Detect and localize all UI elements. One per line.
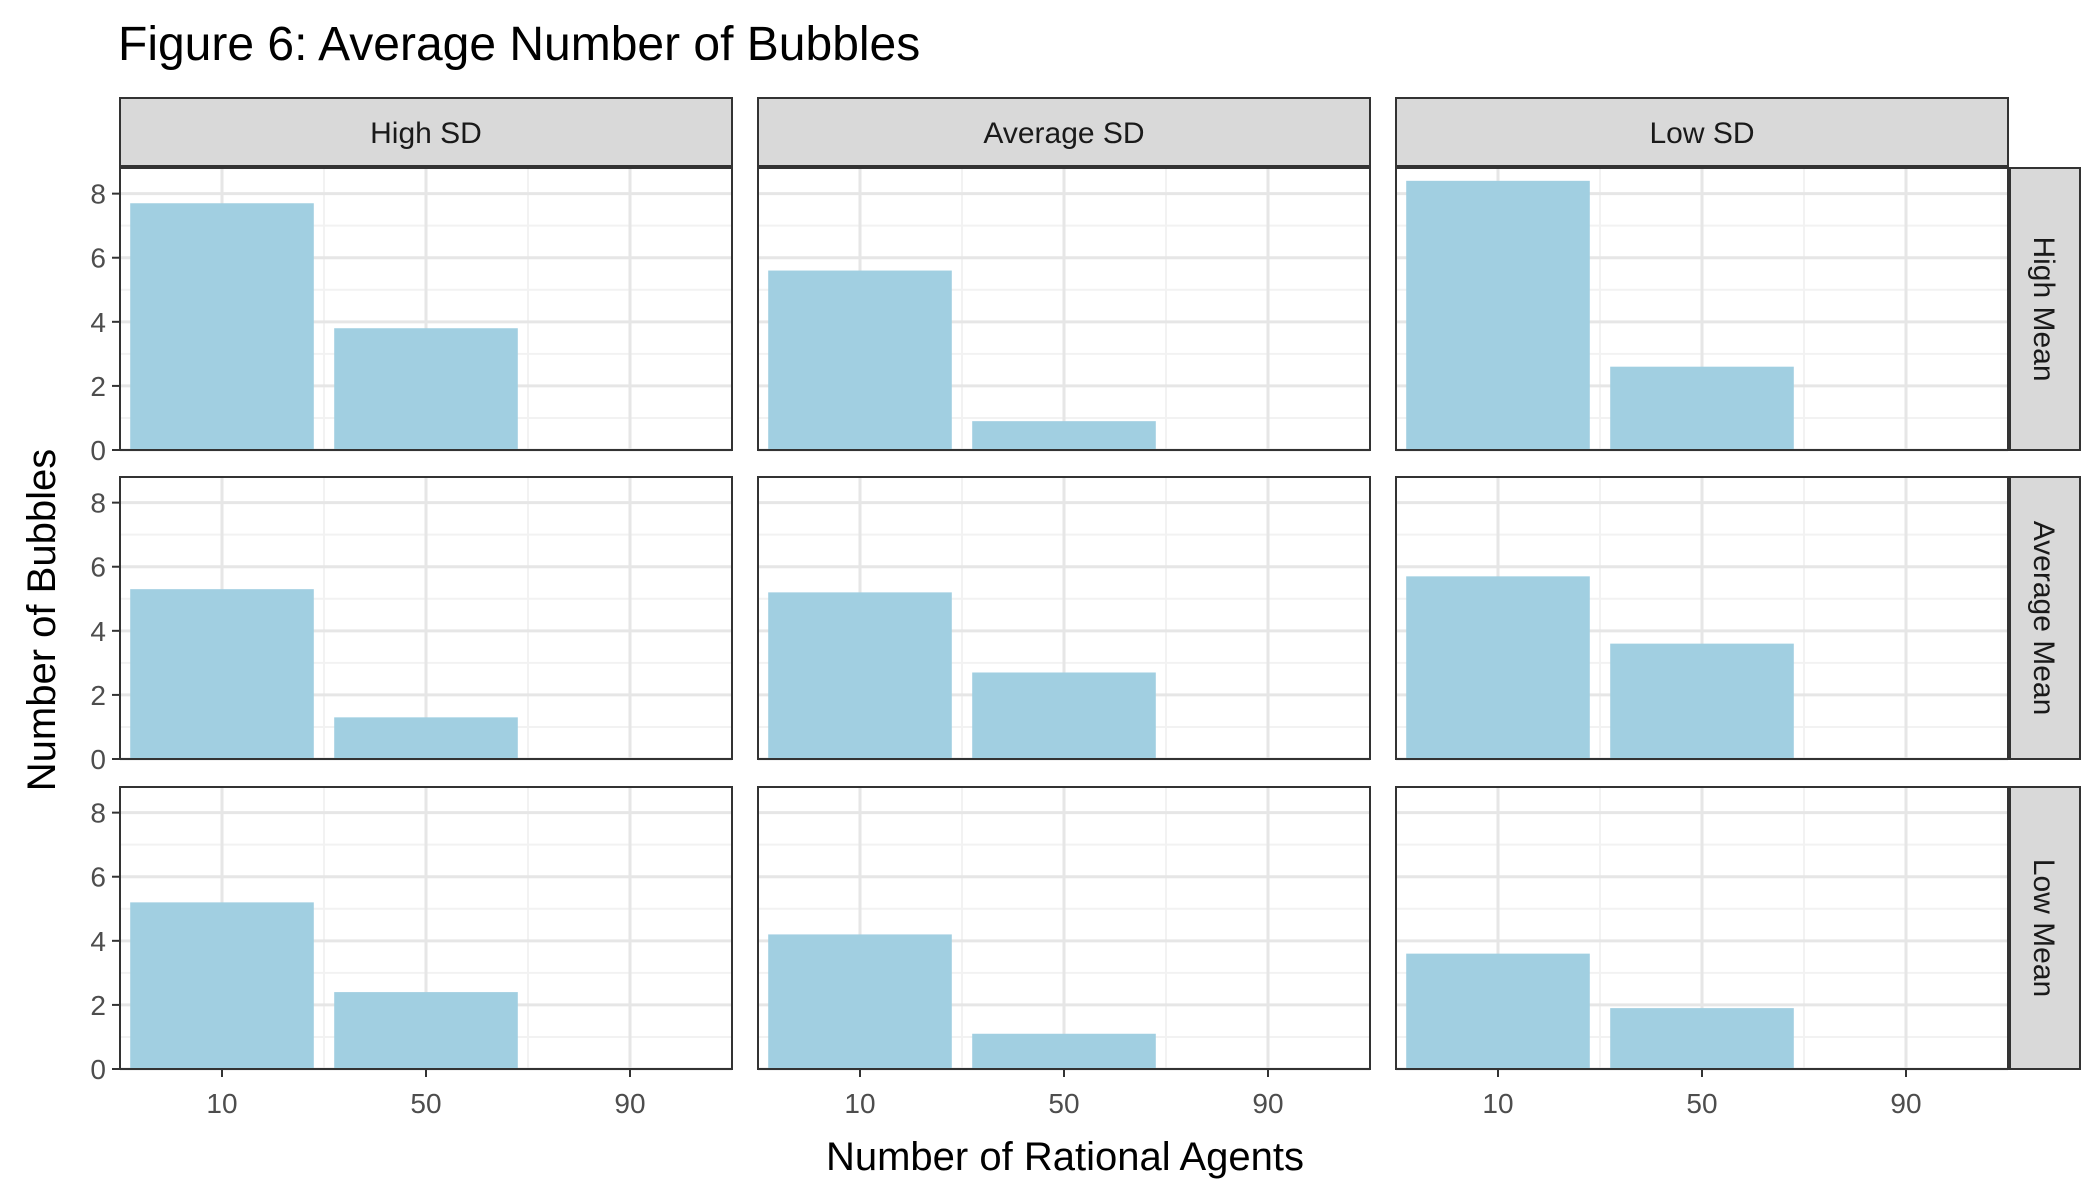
column-strip <box>757 97 1371 167</box>
column-strip-label: High SD <box>370 117 482 150</box>
y-tick-label: 6 <box>90 243 106 274</box>
bar <box>1406 576 1590 759</box>
y-tick-label: 8 <box>90 179 106 210</box>
y-tick-label: 0 <box>90 744 106 775</box>
bar <box>334 328 518 450</box>
bar <box>972 1033 1156 1069</box>
panel-2-1 <box>757 786 1371 1071</box>
panel-1-0 <box>119 476 733 761</box>
panel-1-2 <box>1395 476 2009 761</box>
y-tick-label: 4 <box>90 926 106 957</box>
y-tick-label: 8 <box>90 488 106 519</box>
row-strip <box>2009 476 2081 760</box>
y-axis-title: Number of Bubbles <box>20 449 64 791</box>
y-tick-label: 4 <box>90 307 106 338</box>
panel-border <box>119 476 733 760</box>
panel-border <box>757 167 1371 451</box>
bar <box>972 421 1156 450</box>
x-tick-label: 90 <box>1252 1088 1283 1119</box>
y-tick-label: 0 <box>90 1054 106 1085</box>
bar <box>1610 366 1794 450</box>
bar <box>1610 643 1794 759</box>
y-tick-label: 0 <box>90 435 106 466</box>
x-tick-label: 50 <box>1686 1088 1717 1119</box>
bar <box>1610 1008 1794 1069</box>
panel-2-2 <box>1395 786 2009 1071</box>
panel-border <box>119 167 733 451</box>
panel-border <box>1395 476 2009 760</box>
bar <box>1406 953 1590 1069</box>
x-tick-label: 90 <box>1890 1088 1921 1119</box>
row-strip-label: Low Mean <box>2027 859 2060 997</box>
column-strip-label: Average SD <box>983 117 1144 150</box>
axes-layer: 0 2 4 6 8 0 2 4 6 8 0 2 4 6 8 10 50 90 10 50 90 10 50 90 <box>90 179 1921 1119</box>
x-tick-label: 50 <box>410 1088 441 1119</box>
bar <box>1406 180 1590 450</box>
panel-0-0 <box>119 167 733 452</box>
bar <box>130 902 314 1069</box>
y-tick-label: 2 <box>90 680 106 711</box>
strips-layer: High SD Average SD Low SD High Mean Average … <box>119 97 2081 1070</box>
chart-title: Figure 6: Average Number of Bubbles <box>118 18 920 71</box>
x-tick-label: 90 <box>614 1088 645 1119</box>
row-strip-label: Average Mean <box>2027 521 2060 716</box>
column-strip <box>119 97 733 167</box>
bar <box>334 992 518 1069</box>
bar <box>768 592 952 759</box>
bar <box>334 717 518 759</box>
row-strip <box>2009 167 2081 451</box>
x-axis-title: Number of Rational Agents <box>826 1135 1304 1179</box>
x-tick-label: 10 <box>1482 1088 1513 1119</box>
column-strip <box>1395 97 2009 167</box>
y-tick-label: 4 <box>90 616 106 647</box>
bar <box>130 203 314 450</box>
y-tick-label: 6 <box>90 552 106 583</box>
panel-0-2 <box>1395 167 2009 452</box>
panel-border <box>1395 167 2009 451</box>
y-tick-label: 6 <box>90 862 106 893</box>
y-tick-label: 8 <box>90 798 106 829</box>
column-strip-label: Low SD <box>1649 117 1754 150</box>
bar <box>972 672 1156 759</box>
panels-layer <box>119 167 2009 1071</box>
x-tick-label: 10 <box>844 1088 875 1119</box>
bar <box>130 589 314 759</box>
panel-1-1 <box>757 476 1371 761</box>
y-tick-label: 2 <box>90 371 106 402</box>
bar <box>768 934 952 1069</box>
panel-2-0 <box>119 786 733 1071</box>
panel-0-1 <box>757 167 1371 452</box>
row-strip <box>2009 786 2081 1070</box>
y-tick-label: 2 <box>90 990 106 1021</box>
panel-border <box>757 476 1371 760</box>
x-tick-label: 10 <box>206 1088 237 1119</box>
x-tick-label: 50 <box>1048 1088 1079 1119</box>
bar <box>768 270 952 450</box>
row-strip-label: High Mean <box>2027 236 2060 381</box>
